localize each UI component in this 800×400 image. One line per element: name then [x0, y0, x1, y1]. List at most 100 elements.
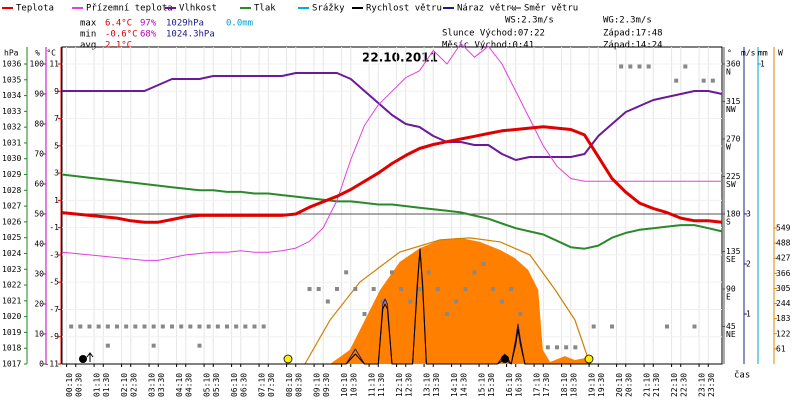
y-tick-label: 0 [39, 360, 44, 369]
direction-point [335, 287, 339, 291]
info-text: Západ:17:48 [603, 29, 663, 39]
y-tick-label: 70 [34, 150, 44, 159]
direction-point [454, 299, 459, 304]
x-tick-label: 13:30 [432, 373, 441, 397]
direction-point [371, 287, 376, 291]
y-axis-unit: mm [758, 49, 768, 58]
x-tick-label: 14:30 [459, 373, 468, 397]
y-tick-label: 1022 [2, 281, 21, 290]
y-tick-label: 315 [726, 97, 741, 106]
x-tick-label: 15:30 [487, 373, 496, 397]
direction-point [197, 324, 202, 329]
direction-point [170, 324, 174, 329]
stat-value: 1024.3hPa [166, 30, 215, 40]
direction-point [87, 324, 92, 329]
direction-point [105, 343, 110, 348]
stat-value: 1029hPa [166, 19, 204, 29]
direction-point [628, 64, 633, 69]
y-tick-label: -5 [49, 278, 59, 287]
y-tick-label: 10 [34, 330, 44, 339]
y-tick-label: -9 [49, 332, 59, 341]
stat-label: avg [80, 41, 96, 51]
direction-point [408, 299, 413, 304]
direction-point [316, 287, 321, 291]
legend-label: Teplota [16, 4, 54, 14]
x-tick-label: 09:30 [322, 373, 331, 397]
stat-value: 6.4°C [105, 19, 132, 29]
stat-value: 2.1°C [105, 41, 132, 51]
series-line [62, 248, 722, 365]
y-tick-label: 2 [746, 260, 751, 269]
x-tick-label: 20:30 [624, 373, 633, 397]
y-tick-label: 1018 [2, 344, 21, 353]
x-tick-label: 08:30 [294, 373, 303, 397]
x-tick-label: 03:30 [157, 373, 166, 397]
y-tick-label: 60 [34, 180, 44, 189]
y-tick-label: 180 [726, 210, 741, 219]
y-tick-label: 40 [34, 240, 44, 249]
y-tick-label: 183 [776, 314, 791, 323]
direction-point [206, 324, 211, 329]
y-tick-label: 1021 [2, 296, 21, 305]
direction-point [646, 64, 651, 69]
direction-point [518, 312, 523, 316]
y-tick-label: 1 [760, 60, 765, 69]
y-tick-label: 3 [746, 210, 751, 219]
y-tick-label: 366 [776, 269, 791, 278]
x-tick-label: 18:10 [560, 373, 569, 397]
x-tick-label: 23:30 [707, 373, 716, 397]
stat-label: max [80, 19, 97, 29]
info-text: Slunce Východ:07:22 [442, 29, 545, 39]
direction-point [225, 324, 229, 329]
y-tick-label: 1031 [2, 138, 21, 147]
legend-label: Náraz větru [457, 4, 517, 14]
x-tick-label: 11:10 [368, 373, 377, 397]
direction-point [555, 345, 559, 350]
chart-title: 22.10.2011 [362, 51, 438, 65]
y-tick-label: -7 [49, 305, 59, 314]
y-axis-unit: ° [727, 49, 732, 58]
x-tick-label: 06:30 [239, 373, 248, 397]
info-text: Měsíc Východ:0:41 [442, 41, 534, 51]
legend-label: Srážky [312, 4, 345, 14]
x-tick-label: 23:10 [698, 373, 707, 397]
direction-point [619, 64, 624, 69]
y-tick-label: 11 [49, 60, 59, 69]
y-tick-label: 1028 [2, 186, 21, 195]
direction-point [151, 324, 156, 329]
info-text: WS:2.3m/s [505, 16, 554, 26]
x-tick-label: 07:10 [258, 373, 267, 397]
y-tick-label: 488 [776, 239, 791, 248]
y-tick-label: 61 [776, 344, 786, 353]
radiation-clear-line [304, 237, 591, 365]
marks [24, 43, 777, 367]
x-tick-label: 07:30 [267, 373, 276, 397]
y-tick-label: 1023 [2, 265, 21, 274]
direction-point [417, 287, 422, 291]
direction-point [151, 343, 156, 348]
y-tick-label: -3 [49, 250, 59, 259]
y-tick-label: 5 [54, 141, 59, 150]
y-tick-label: 1032 [2, 123, 21, 132]
y-tick-label: 1030 [2, 154, 21, 163]
compass-label: NE [726, 330, 736, 339]
direction-point [610, 324, 614, 329]
y-tick-label: -11 [45, 360, 60, 369]
direction-point [160, 324, 165, 329]
y-axis-unit: W [778, 49, 783, 58]
x-tick-label: 01:30 [102, 373, 111, 397]
direction-point [573, 345, 578, 350]
x-tick-label: 05:10 [203, 373, 212, 397]
stat-value: 0.0mm [226, 19, 253, 29]
y-tick-label: 135 [726, 247, 741, 256]
y-tick-label: 1034 [2, 91, 21, 100]
direction-point [435, 287, 440, 291]
direction-point [500, 299, 504, 304]
y-tick-label: 270 [726, 135, 741, 144]
direction-point [637, 64, 642, 69]
x-tick-label: 03:10 [148, 373, 157, 397]
legend-label: Vlhkost [179, 4, 217, 14]
direction-point [133, 324, 138, 329]
direction-point [105, 324, 110, 329]
y-tick-label: 1019 [2, 328, 21, 337]
